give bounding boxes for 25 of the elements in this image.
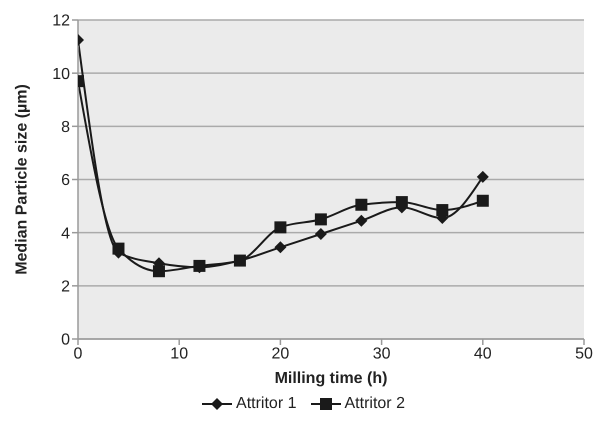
y-tick-label: 4: [61, 225, 70, 242]
point: [274, 221, 286, 234]
y-tick-label: 2: [61, 278, 70, 296]
y-tick-label: 8: [61, 119, 70, 136]
x-tick-label: 0: [74, 345, 83, 362]
x-tick-label: 20: [272, 345, 290, 362]
x-tick-label: 40: [474, 345, 492, 362]
x-tick-label: 50: [575, 345, 593, 362]
legend-label: Attritor 2: [344, 395, 405, 413]
y-tick-label: 6: [61, 172, 70, 190]
x-tick-label: 10: [170, 345, 188, 362]
x-axis-title: Milling time (h): [274, 370, 388, 387]
y-tick-label: 10: [52, 66, 70, 83]
x-tick-label: 30: [372, 345, 391, 362]
point: [314, 228, 327, 240]
point: [355, 214, 368, 227]
y-tick-label: 0: [61, 332, 70, 349]
point: [274, 241, 286, 254]
point: [476, 194, 489, 207]
point: [355, 198, 368, 211]
point: [476, 170, 489, 183]
legend-label: Attritor 1: [236, 395, 296, 413]
point: [314, 213, 327, 226]
y-axis-title: Median Particle size (µm): [14, 84, 31, 275]
y-tick-label: 12: [52, 12, 70, 30]
